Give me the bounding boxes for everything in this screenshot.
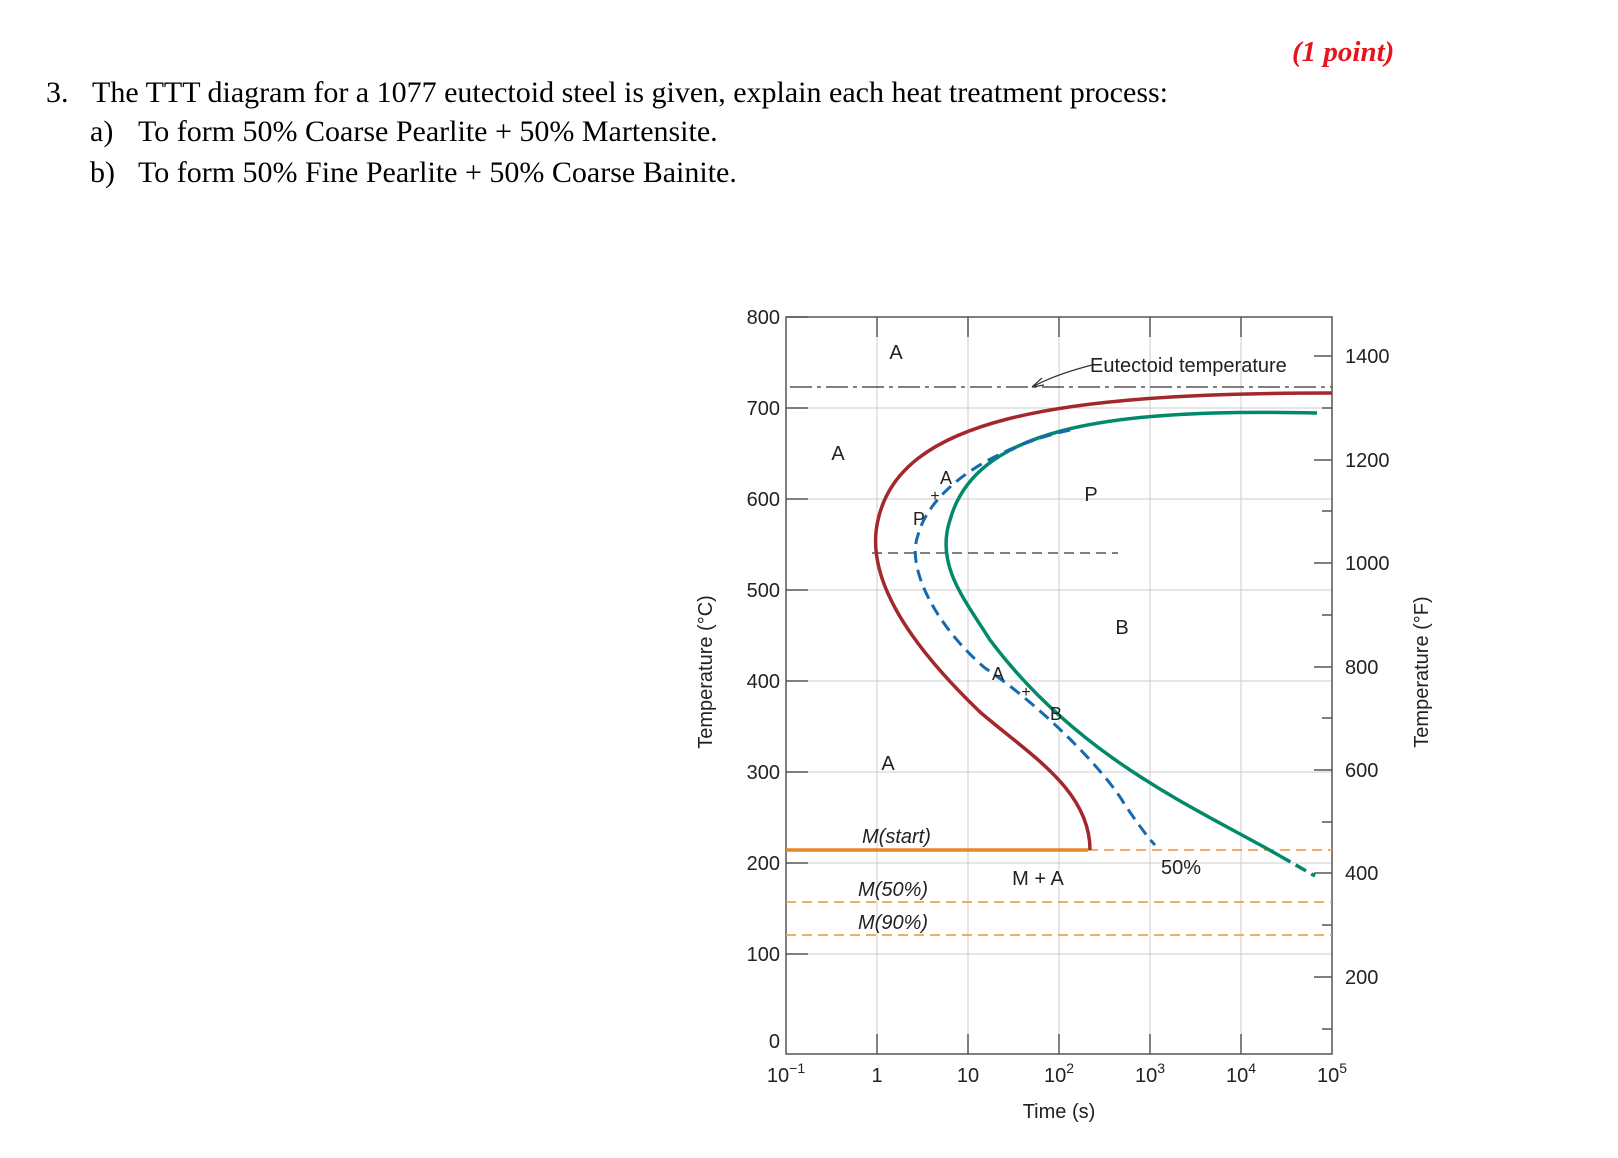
curve-austenite-label-2: A (992, 664, 1004, 684)
x-tick-4: 103 (1135, 1060, 1165, 1087)
x-tick-0: 10−1 (767, 1060, 805, 1087)
x-tick-1: 1 (871, 1065, 882, 1087)
m-90-label: M(90%) (858, 912, 928, 934)
question-part-b: b) To form 50% Fine Pearlite + 50% Coarse… (90, 156, 737, 190)
transformation-finish-curve-dashed (1279, 854, 1316, 878)
question-text: 3. The TTT diagram for a 1077 eutectoid s… (46, 76, 1168, 110)
x-tick-2: 10 (957, 1065, 979, 1087)
transformation-finish-curve (944, 410, 1318, 858)
y-tick-400: 400 (747, 671, 780, 693)
y-tick-200: 200 (747, 853, 780, 875)
question-body: The TTT diagram for a 1077 eutectoid ste… (92, 76, 1169, 109)
m-50-label: M(50%) (858, 879, 928, 901)
austenite-top-label: A (889, 342, 903, 364)
question-number: 3. (46, 76, 69, 109)
eutectoid-arrowhead (1031, 377, 1045, 388)
m-plus-a-label: M + A (1012, 868, 1064, 890)
y-tick-100: 100 (747, 944, 780, 966)
y-axis-label-right: Temperature (°F) (1411, 596, 1433, 747)
curve-austenite-label-1: A (940, 468, 952, 488)
m-start-label: M(start) (862, 826, 931, 848)
y-tick-600: 600 (747, 489, 780, 511)
curve-plus-label-2: + (1021, 684, 1030, 701)
austenite-low-label: A (881, 753, 895, 775)
x-ticks (876, 317, 1242, 1054)
yf-tick-800: 800 (1345, 657, 1378, 679)
right-ticks (1314, 355, 1332, 1030)
yf-tick-200: 200 (1345, 967, 1378, 989)
y-tick-300: 300 (747, 762, 780, 784)
x-tick-3: 102 (1044, 1060, 1074, 1087)
fifty-percent-label: 50% (1161, 857, 1201, 879)
part-b-label: b) (90, 156, 115, 189)
austenite-left-label: A (831, 443, 845, 465)
transformation-start-curve (873, 391, 1333, 851)
y-tick-0: 0 (769, 1031, 780, 1053)
left-ticks (786, 316, 808, 955)
part-a-text: To form 50% Coarse Pearlite + 50% Marten… (138, 115, 718, 148)
fifty-percent-curve (913, 428, 1157, 847)
x-tick-6: 105 (1317, 1060, 1347, 1087)
part-a-label: a) (90, 115, 114, 148)
y-tick-700: 700 (747, 398, 780, 420)
curve-pearlite-label: P (913, 509, 925, 529)
y-tick-800: 800 (747, 307, 780, 329)
yf-tick-1000: 1000 (1345, 553, 1390, 575)
yf-tick-1200: 1200 (1345, 450, 1390, 472)
curve-bainite-label: B (1050, 704, 1062, 724)
points-label: (1 point) (1292, 36, 1395, 68)
yf-tick-600: 600 (1345, 760, 1378, 782)
bainite-region-label: B (1115, 617, 1128, 639)
yf-tick-1400: 1400 (1345, 346, 1390, 368)
eutectoid-label: Eutectoid temperature (1090, 355, 1287, 377)
y-tick-500: 500 (747, 580, 780, 602)
grid (786, 320, 1332, 1049)
question-part-a: a) To form 50% Coarse Pearlite + 50% Mart… (90, 115, 718, 149)
x-axis-label: Time (s) (1023, 1101, 1096, 1123)
y-axis-label-left: Temperature (°C) (695, 595, 717, 749)
pearlite-region-label: P (1084, 484, 1097, 506)
yf-tick-400: 400 (1345, 863, 1378, 885)
eutectoid-arrow (1031, 364, 1093, 388)
part-b-text: To form 50% Fine Pearlite + 50% Coarse B… (138, 156, 737, 189)
x-tick-5: 104 (1226, 1060, 1256, 1087)
curve-plus-label-1: + (930, 488, 939, 505)
